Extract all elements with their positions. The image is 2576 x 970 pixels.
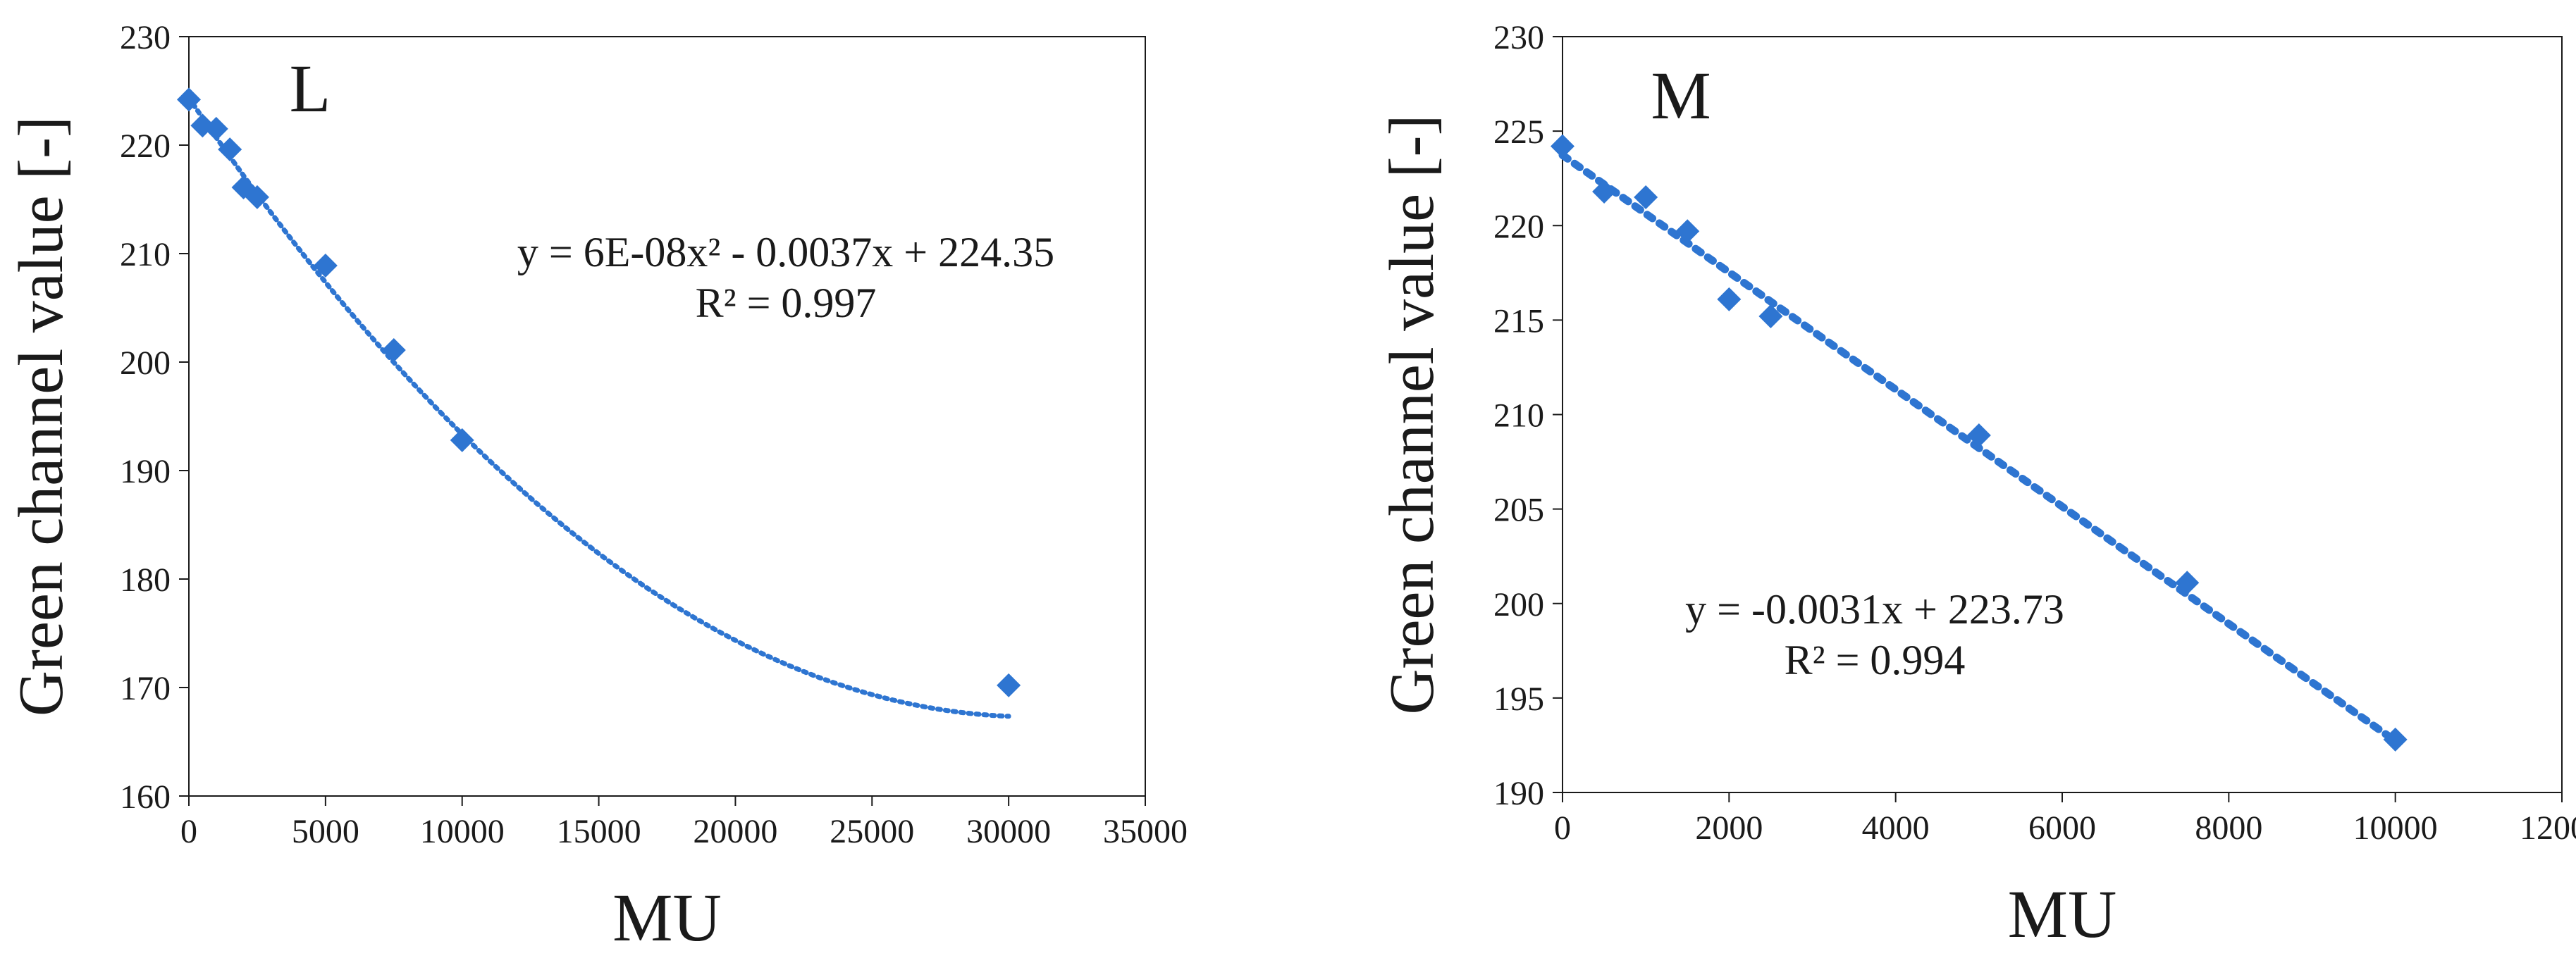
trendline-r2: R² = 0.994 xyxy=(1785,637,1966,683)
data-point xyxy=(218,137,242,162)
x-tick-label: 10000 xyxy=(2353,809,2438,847)
trendline xyxy=(186,95,1011,719)
data-point xyxy=(1758,304,1783,329)
x-tick-label: 25000 xyxy=(830,813,914,850)
y-tick-label: 160 xyxy=(120,778,171,816)
trendline-r2: R² = 0.997 xyxy=(696,280,877,326)
x-tick-label: 5000 xyxy=(292,813,359,850)
y-tick-label: 225 xyxy=(1493,113,1544,151)
y-tick-label: 210 xyxy=(1493,397,1544,435)
data-point xyxy=(1592,179,1617,204)
x-tick-label: 0 xyxy=(1554,809,1571,847)
x-tick-label: 8000 xyxy=(2195,809,2262,847)
x-tick-label: 0 xyxy=(180,813,197,850)
y-tick-label: 170 xyxy=(120,670,171,707)
x-tick-label: 15000 xyxy=(557,813,641,850)
data-point xyxy=(1717,287,1742,311)
data-point xyxy=(177,87,201,112)
chart-panel-M: 190 195 200 205 210 215 220 225 230 0 2000 4000 6000… xyxy=(1377,19,2576,952)
x-axis-title: MU xyxy=(612,880,722,955)
data-point xyxy=(313,253,338,278)
y-tick-label: 200 xyxy=(1493,586,1544,623)
y-tick-label: 180 xyxy=(120,561,171,599)
plot-frame xyxy=(1562,36,2563,793)
y-tick-label: 190 xyxy=(120,453,171,490)
x-tick-label: 20000 xyxy=(693,813,777,850)
trendline-equation: y = 6E-08x² - 0.0037x + 224.35 xyxy=(517,229,1054,275)
y-tick-label: 205 xyxy=(1493,492,1544,529)
data-point xyxy=(1634,185,1658,210)
panel-label: L xyxy=(290,51,331,126)
x-tick-label: 12000 xyxy=(2520,809,2576,847)
trendline-equation: y = -0.0031x + 223.73 xyxy=(1685,586,2064,633)
y-tick-label: 190 xyxy=(1493,775,1544,812)
data-point xyxy=(381,338,406,363)
y-tick-label: 195 xyxy=(1493,680,1544,718)
data-point xyxy=(245,185,269,209)
chart-panel-L: 160 170 180 190 200 210 220 230 0 5000 10000 15000 2… xyxy=(6,19,1188,955)
x-tick-label: 4000 xyxy=(1862,809,1930,847)
y-axis-title: Green channel value [-] xyxy=(6,116,76,716)
x-tick-label: 10000 xyxy=(420,813,505,850)
y-axis-title: Green channel value [-] xyxy=(1377,114,1447,714)
y-tick-label: 220 xyxy=(1493,208,1544,245)
y-tick-label: 210 xyxy=(120,236,171,273)
y-tick-label: 230 xyxy=(1493,19,1544,56)
y-tick-label: 215 xyxy=(1493,302,1544,340)
x-tick-label: 35000 xyxy=(1103,813,1188,850)
data-point xyxy=(2383,727,2408,752)
x-tick-label: 30000 xyxy=(966,813,1051,850)
x-tick-label: 6000 xyxy=(2028,809,2096,847)
data-point xyxy=(1675,219,1700,244)
trendline xyxy=(1558,151,2400,745)
y-tick-label: 200 xyxy=(120,344,171,382)
data-point xyxy=(204,116,228,141)
y-tick-label: 220 xyxy=(120,128,171,165)
panel-label: M xyxy=(1651,58,1711,133)
plot-frame xyxy=(188,36,1146,797)
data-point xyxy=(1551,134,1574,158)
x-axis-title: MU xyxy=(2008,876,2117,952)
data-point xyxy=(450,428,474,452)
y-tick-label: 230 xyxy=(120,19,171,56)
data-point xyxy=(2175,571,2200,595)
x-tick-label: 2000 xyxy=(1695,809,1763,847)
data-point xyxy=(997,673,1021,697)
data-point xyxy=(1966,423,1991,448)
